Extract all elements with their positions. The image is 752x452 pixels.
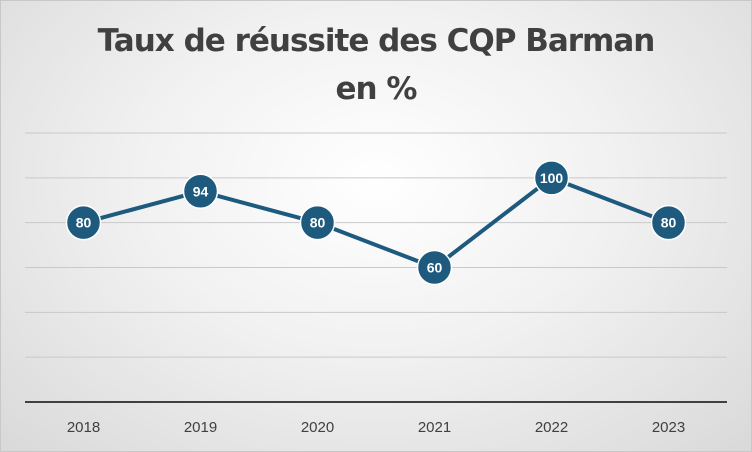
data-label: 80 bbox=[76, 215, 92, 231]
chart-title-line1: Taux de réussite des CQP Barman bbox=[97, 23, 656, 59]
series-line bbox=[81, 175, 671, 270]
data-label: 80 bbox=[661, 215, 677, 231]
x-tick-label: 2022 bbox=[535, 419, 568, 436]
data-point-marker bbox=[650, 204, 687, 241]
x-tick-label: 2021 bbox=[418, 419, 451, 436]
data-label: 94 bbox=[193, 183, 209, 199]
data-label: 100 bbox=[540, 170, 564, 186]
data-point-marker bbox=[65, 204, 102, 241]
data-point-marker bbox=[533, 160, 570, 196]
x-tick-label: 2019 bbox=[184, 419, 217, 436]
data-point-marker bbox=[416, 249, 453, 286]
data-point-marker bbox=[299, 204, 336, 241]
data-label: 80 bbox=[310, 215, 326, 231]
x-tick-label: 2023 bbox=[652, 419, 685, 436]
chart-title: Taux de réussite des CQP Barman en % bbox=[1, 17, 751, 113]
chart-title-line2: en % bbox=[335, 71, 418, 107]
data-point-marker bbox=[182, 173, 219, 210]
x-tick-label: 2020 bbox=[301, 419, 334, 436]
data-label: 60 bbox=[427, 260, 443, 276]
x-tick-label: 2018 bbox=[67, 419, 100, 436]
